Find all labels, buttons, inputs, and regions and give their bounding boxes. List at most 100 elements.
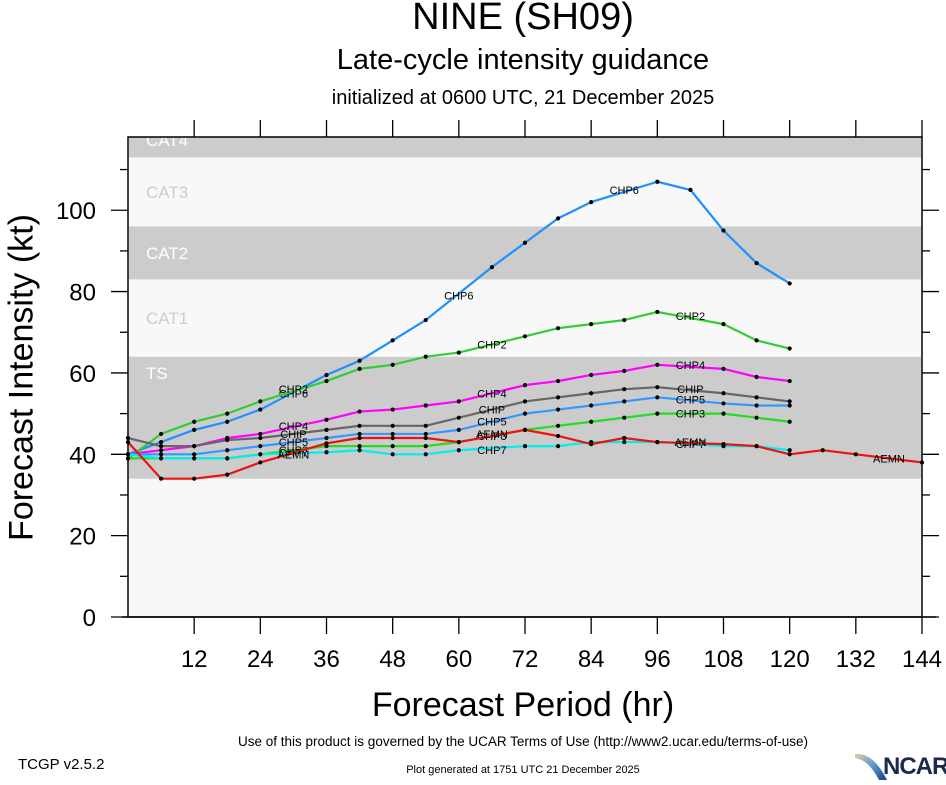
data-point-chp2 bbox=[555, 326, 561, 331]
data-point-aemn bbox=[555, 433, 561, 439]
data-point-chp4 bbox=[390, 407, 395, 412]
series-label-chp4: CHP4 bbox=[279, 421, 308, 433]
series-label-chp5: CHP5 bbox=[279, 437, 308, 449]
data-point-chp2 bbox=[754, 338, 759, 343]
data-point-chp6 bbox=[688, 187, 693, 192]
data-point-aemn bbox=[820, 448, 825, 453]
data-point-chp6 bbox=[258, 407, 263, 412]
data-point-chp4 bbox=[258, 431, 263, 437]
plot-generated-time: Plot generated at 1751 UTC 21 December 2… bbox=[406, 764, 640, 776]
series-label-aemn: AEMN bbox=[476, 429, 508, 441]
band-cat4 bbox=[129, 137, 921, 158]
data-point-chp2 bbox=[324, 378, 329, 384]
series-line-chip bbox=[127, 386, 790, 448]
data-point-chp3 bbox=[390, 444, 395, 449]
data-point-chp6 bbox=[555, 216, 561, 221]
series-label-chp2: CHP2 bbox=[279, 384, 308, 396]
data-point-chp7 bbox=[158, 456, 164, 461]
x-tick-label: 12 bbox=[181, 646, 208, 673]
data-point-chp7 bbox=[555, 444, 561, 449]
data-point-aemn bbox=[423, 435, 428, 441]
data-point-chp5 bbox=[258, 444, 263, 449]
x-axis-label: Forecast Period (hr) bbox=[371, 686, 675, 724]
data-point-chp7 bbox=[390, 452, 395, 457]
y-axis-label: Forecast Intensity (kt) bbox=[2, 214, 41, 541]
data-point-chip bbox=[225, 437, 230, 443]
data-point-aemn bbox=[324, 441, 329, 446]
data-point-chp7 bbox=[324, 450, 329, 455]
series-label-chp2: CHP2 bbox=[477, 339, 506, 351]
version-label: TCGP v2.5.2 bbox=[18, 756, 105, 773]
y-tick-label: 40 bbox=[69, 442, 96, 469]
x-tick-label: 108 bbox=[703, 646, 743, 673]
series-label-chp2: CHP2 bbox=[676, 311, 705, 323]
band-cat3 bbox=[129, 157, 921, 227]
data-point-chip bbox=[456, 415, 461, 420]
data-point-chp4 bbox=[655, 362, 660, 367]
data-point-aemn bbox=[225, 472, 230, 477]
data-point-chp5 bbox=[158, 452, 164, 457]
data-point-chip bbox=[754, 395, 759, 400]
data-point-chp5 bbox=[754, 403, 759, 408]
data-point-chp3 bbox=[622, 415, 627, 420]
series-label-chp7: CHP7 bbox=[477, 445, 506, 457]
series-line-chp5 bbox=[128, 396, 790, 456]
data-point-chp3 bbox=[721, 411, 726, 416]
series-label-chip: CHIP bbox=[280, 429, 306, 441]
series-label-chp6: CHP6 bbox=[444, 291, 473, 303]
data-point-chp4 bbox=[423, 403, 428, 408]
data-point-chp7 bbox=[423, 452, 428, 457]
data-point-chp4 bbox=[158, 448, 164, 453]
data-point-chp6 bbox=[754, 261, 759, 266]
data-point-chip bbox=[622, 387, 627, 392]
data-point-chp5 bbox=[423, 431, 428, 437]
chart-title: NINE (SH09) bbox=[412, 0, 634, 38]
series-label-aemn: AEMN bbox=[873, 453, 905, 465]
series-line-chp6 bbox=[127, 180, 791, 456]
data-point-chp4 bbox=[787, 378, 792, 384]
data-point-chp6 bbox=[324, 372, 329, 378]
series-label-chp5: CHP5 bbox=[676, 394, 705, 406]
data-point-chp5 bbox=[324, 435, 329, 441]
series-label-chp4: CHP4 bbox=[477, 388, 506, 400]
data-point-chp2 bbox=[192, 419, 197, 424]
band-label-cat1: CAT1 bbox=[146, 309, 188, 328]
x-tick-label: 144 bbox=[902, 646, 942, 673]
series-line-chp4 bbox=[127, 363, 790, 456]
data-point-chip bbox=[158, 444, 164, 449]
data-point-chp6 bbox=[192, 427, 197, 432]
series-label-chp6: CHP6 bbox=[279, 388, 308, 400]
data-point-chp7 bbox=[456, 448, 461, 453]
data-point-chp7 bbox=[357, 448, 362, 453]
data-point-chp5 bbox=[787, 403, 792, 408]
terms-of-use-notice: Use of this product is governed by the U… bbox=[238, 734, 808, 749]
ncar-swoosh-icon bbox=[855, 753, 887, 780]
x-tick-label: 60 bbox=[445, 646, 472, 673]
data-point-chp2 bbox=[589, 322, 594, 327]
data-point-chp4 bbox=[721, 366, 726, 371]
data-point-aemn bbox=[853, 452, 858, 457]
data-point-chip bbox=[655, 385, 660, 390]
data-point-aemn bbox=[589, 442, 594, 447]
data-point-chp3 bbox=[423, 444, 428, 449]
x-tick-label: 48 bbox=[379, 646, 406, 673]
data-point-chp5 bbox=[555, 407, 561, 412]
data-point-chp2 bbox=[787, 346, 792, 351]
intensity-category-bands: TS CAT1 CAT2 CAT3 CAT4 bbox=[128, 131, 922, 617]
data-point-chp4 bbox=[555, 378, 561, 384]
data-point-chip bbox=[555, 395, 561, 400]
data-point-aemn bbox=[622, 435, 627, 441]
data-point-chip bbox=[522, 399, 528, 404]
data-point-chp2 bbox=[158, 431, 164, 437]
data-point-chp5 bbox=[456, 427, 461, 432]
series-label-chp5: CHP5 bbox=[477, 417, 506, 429]
data-point-chp6 bbox=[522, 240, 528, 245]
series-label-chip: CHIP bbox=[677, 384, 703, 396]
data-point-chip bbox=[390, 423, 395, 428]
data-point-aemn bbox=[390, 435, 395, 441]
x-tick-label: 72 bbox=[512, 646, 539, 673]
data-point-chp5 bbox=[357, 431, 362, 437]
data-point-chp7 bbox=[622, 439, 627, 445]
data-point-chp5 bbox=[655, 395, 660, 400]
